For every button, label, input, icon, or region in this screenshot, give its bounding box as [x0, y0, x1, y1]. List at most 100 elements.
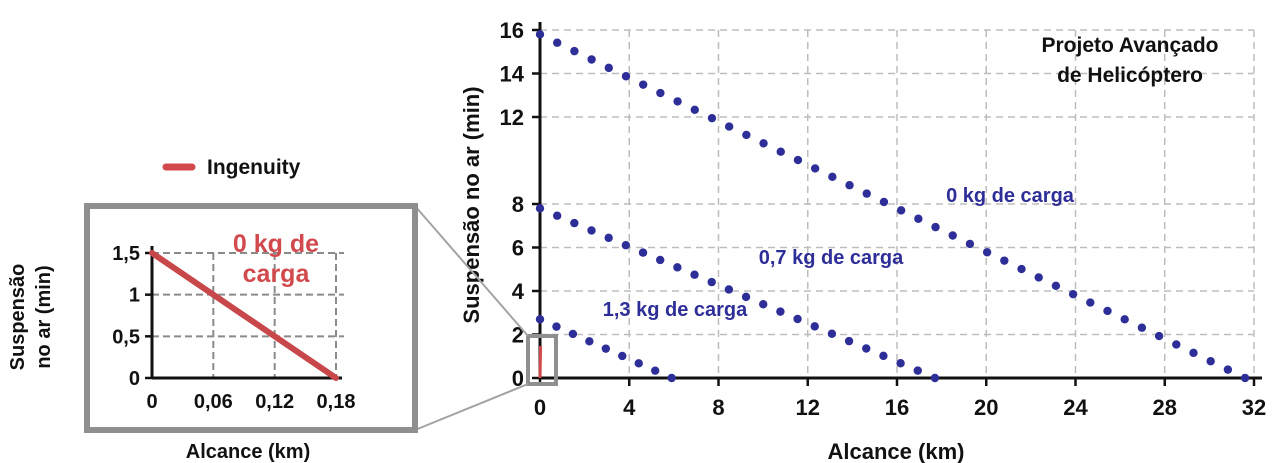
main-y-tick-label: 8: [512, 192, 524, 217]
series-0-point: [1000, 256, 1009, 265]
inset-chart-ticks: 0 0,06 0,12 0,18 0 0,5 1 1,5: [112, 243, 355, 413]
inset-y-tick-label: 1,5: [112, 243, 140, 265]
series-1-point: [827, 329, 837, 338]
series-2-point: [618, 351, 627, 361]
main-y-tick-label: 2: [512, 323, 524, 348]
series-2-point: [667, 373, 676, 383]
series-0-point: [948, 231, 957, 240]
inset-y-tick-label: 0: [129, 368, 140, 390]
series-1-point: [879, 351, 888, 361]
series-0-point: [793, 155, 803, 165]
series-1-point: [621, 241, 631, 250]
series-0-point: [570, 46, 579, 56]
series-0-point: [896, 206, 906, 215]
series-0-point: [982, 248, 992, 257]
zoom-ingenuity-line: [538, 345, 543, 379]
inset-x-tick-label: 0,06: [194, 391, 233, 413]
main-y-tick-label: 6: [512, 236, 524, 261]
series-0-point: [965, 239, 975, 249]
series-1-point: [655, 255, 665, 265]
series-1-point: [810, 322, 819, 331]
main-x-tick-label: 16: [885, 395, 909, 420]
series-2-point: [634, 359, 643, 368]
series-1-point: [793, 314, 802, 324]
series-0-point: [845, 181, 854, 190]
series-0-point: [1017, 264, 1026, 274]
main-x-tick-label: 0: [534, 395, 546, 420]
series-1-point: [552, 211, 562, 220]
series-2-point: [650, 366, 660, 375]
series-0-point: [604, 63, 613, 73]
series-0-point: [1137, 323, 1147, 332]
series-2-point: [552, 322, 561, 331]
inset-x-tick-label: 0,18: [317, 391, 356, 413]
main-y-tick-label: 16: [500, 18, 524, 43]
series-0-point: [759, 139, 768, 148]
series-1-point: [776, 307, 785, 316]
series-0-point: [724, 122, 734, 131]
main-x-axis-title: Alcance (km): [828, 439, 965, 463]
series-1-point: [587, 226, 596, 235]
inset-annotation-line-1: 0 kg de: [233, 230, 319, 258]
series-1-point: [862, 344, 871, 353]
series-0-point: [656, 88, 665, 98]
series-1-point: [930, 373, 940, 383]
series-0-point: [776, 147, 785, 156]
series-label-0kg: 0 kg de carga: [946, 185, 1075, 207]
main-x-tick-label: 20: [974, 395, 998, 420]
main-chart-grid: [540, 29, 1255, 378]
series-1-point: [535, 204, 545, 213]
series-0-point: [828, 172, 837, 182]
inset-y-tick-label: 0,5: [112, 326, 140, 348]
chart-title-line-2: de Helicóptero: [1057, 64, 1203, 87]
series-0-point: [1034, 273, 1043, 282]
inset-x-axis-title: Alcance (km): [186, 441, 311, 463]
inset-x-tick-label: 0: [146, 391, 157, 413]
zoom-connector-top: [414, 205, 529, 337]
main-chart-points: [535, 30, 1250, 383]
series-1-point: [673, 263, 682, 272]
series-0-point: [1086, 298, 1095, 307]
series-0-point: [1068, 289, 1078, 299]
main-x-tick-label: 8: [712, 395, 724, 420]
inset-ingenuity-line: [149, 250, 339, 381]
series-0-point: [690, 105, 699, 114]
series-0-point: [1154, 331, 1164, 341]
series-1-point: [570, 218, 579, 228]
series-0-point: [931, 222, 940, 232]
series-0-point: [552, 38, 562, 47]
series-0-point: [535, 30, 545, 39]
main-y-tick-label: 14: [500, 62, 525, 87]
series-0-point: [1206, 357, 1215, 366]
series-1-point: [759, 300, 768, 309]
series-1-point: [604, 233, 613, 243]
zoom-connector-bottom: [414, 383, 529, 431]
inset-annotation-line-2: carga: [243, 260, 311, 288]
main-y-tick-label: 0: [512, 366, 524, 391]
series-0-point: [638, 80, 648, 89]
chart-title-line-1: Projeto Avançado: [1042, 34, 1219, 57]
series-0-point: [1223, 365, 1233, 374]
zoom-region-box: [526, 334, 558, 386]
series-2-point: [535, 315, 545, 324]
inset-y-tick-label: 1: [129, 285, 140, 307]
inset-chart-grid: [152, 252, 344, 378]
inset-y-axis-title-line-1: Suspensão: [7, 264, 29, 371]
series-1-point: [638, 248, 648, 257]
series-0-point: [1120, 315, 1129, 324]
series-0-point: [1189, 348, 1198, 358]
series-2-point: [601, 344, 611, 353]
series-1-point: [741, 292, 751, 302]
series-0-point: [1103, 306, 1112, 316]
main-y-tick-label: 4: [512, 279, 525, 304]
series-2-point: [568, 329, 578, 339]
series-0-point: [810, 164, 820, 173]
series-label-07kg: 0,7 kg de carga: [759, 247, 904, 269]
legend-label-ingenuity: Ingenuity: [207, 156, 301, 179]
series-1-point: [844, 336, 854, 346]
series-2-point: [585, 337, 594, 346]
main-x-tick-label: 12: [796, 395, 820, 420]
